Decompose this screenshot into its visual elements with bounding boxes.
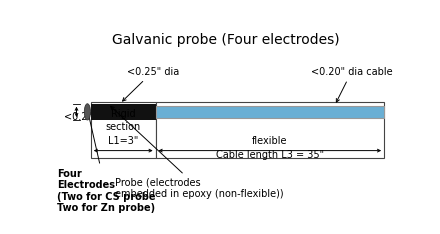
- Bar: [91, 102, 156, 158]
- Bar: [156, 106, 384, 118]
- Text: <0.20" dia cable: <0.20" dia cable: [311, 67, 392, 102]
- Text: <0.25" dia: <0.25" dia: [123, 67, 179, 101]
- Text: Probe (electrodes
embedded in epoxy (non-flexible)): Probe (electrodes embedded in epoxy (non…: [111, 106, 283, 199]
- Bar: [156, 102, 384, 158]
- Text: Rigid
section: Rigid section: [106, 109, 141, 132]
- Text: Cable length L3 = 35": Cable length L3 = 35": [216, 150, 324, 160]
- Ellipse shape: [84, 104, 91, 120]
- Text: <0.2": <0.2": [63, 112, 92, 122]
- Text: flexible: flexible: [252, 136, 288, 146]
- Text: Galvanic probe (Four electrodes): Galvanic probe (Four electrodes): [112, 33, 339, 48]
- Text: L1=3": L1=3": [108, 136, 139, 146]
- Bar: [91, 104, 156, 120]
- Text: Four
Electrodes
(Two for CS probe
Two for Zn probe): Four Electrodes (Two for CS probe Two fo…: [57, 106, 155, 213]
